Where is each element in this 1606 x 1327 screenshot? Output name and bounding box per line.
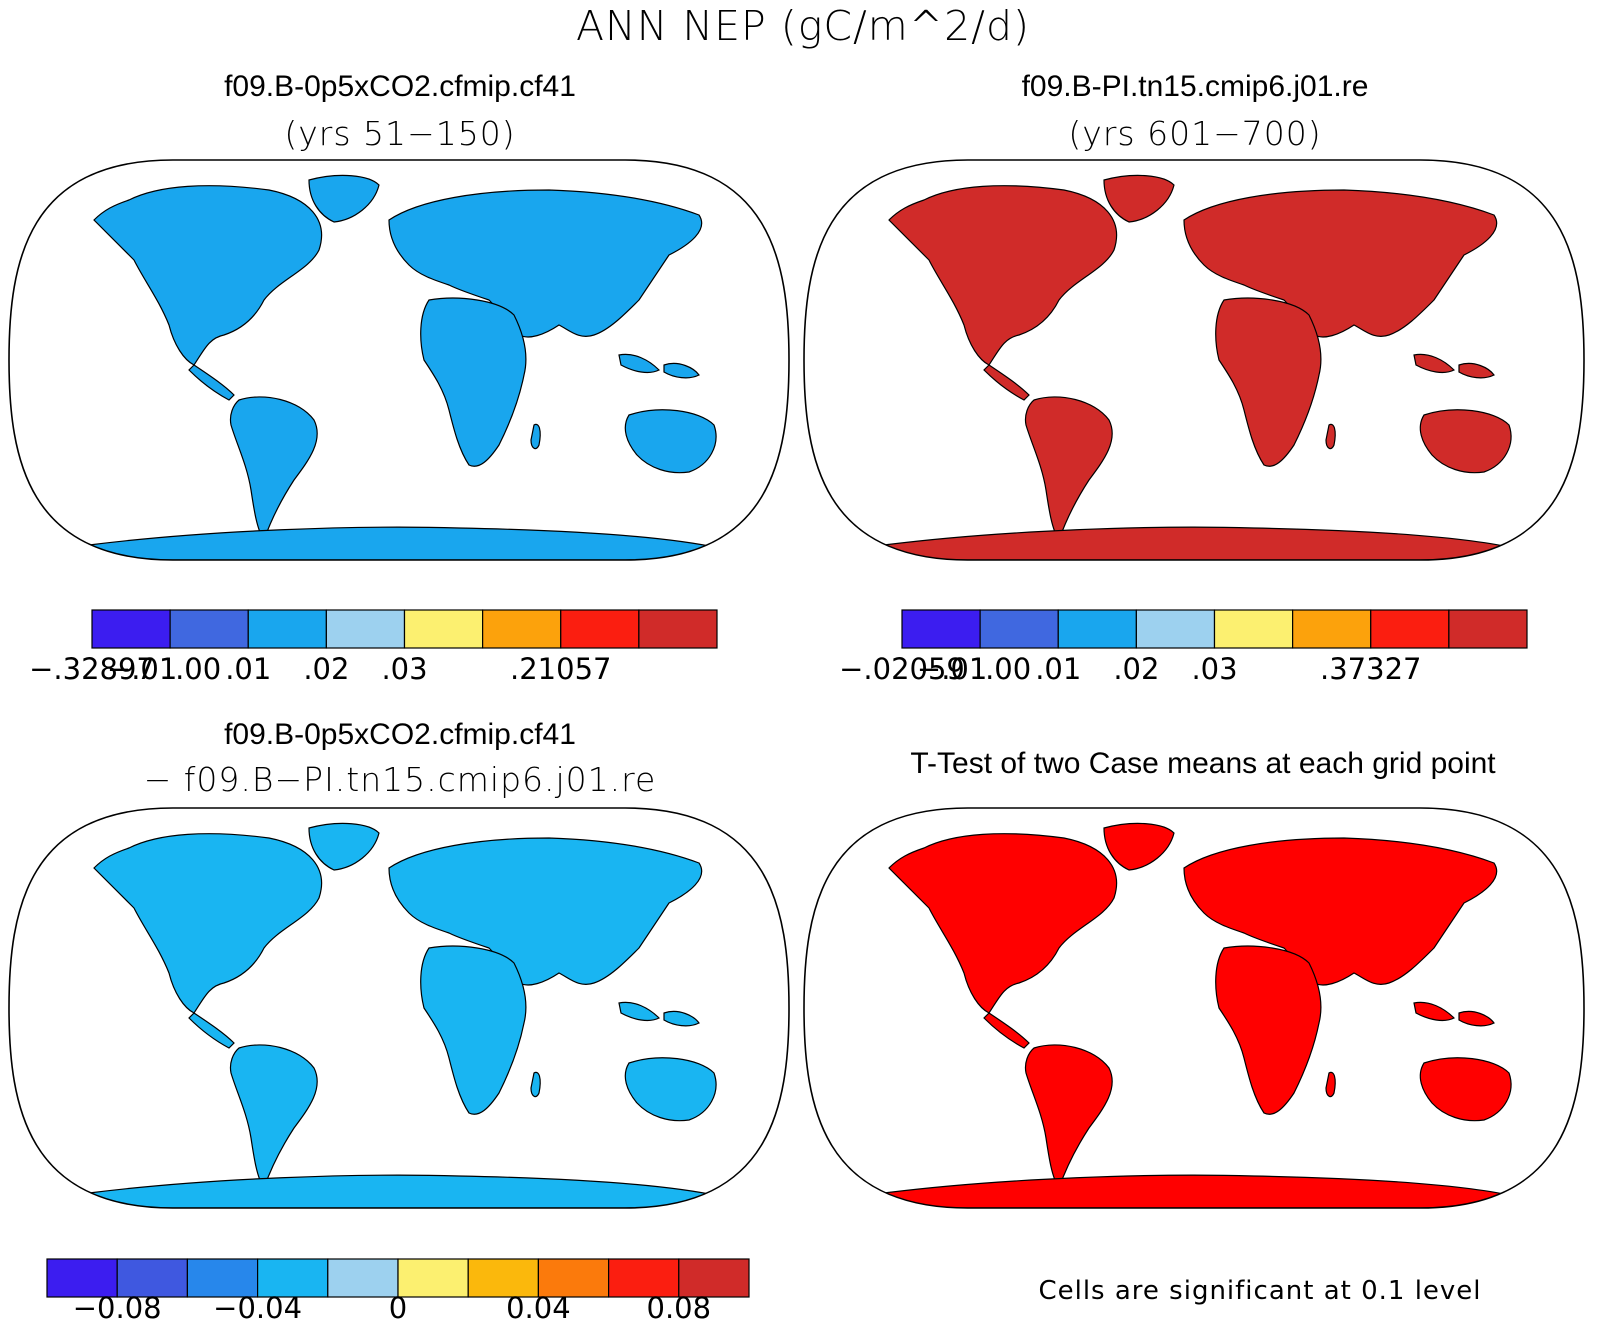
colorbar-tick-label: .02	[303, 652, 349, 686]
colorbar-tick-label: −0.08	[73, 1291, 162, 1325]
colorbar-swatch	[169, 609, 249, 649]
colorbar-tick-label: 0.04	[506, 1291, 571, 1325]
colorbar-swatch	[325, 609, 406, 649]
colorbar-swatch	[1370, 609, 1450, 649]
colorbar-tick-label: .01	[1035, 652, 1081, 686]
colorbar-tick-label: .00	[985, 652, 1031, 686]
panel-diff-subtitle: − f09.B−PI.tn15.cmip6.j01.re	[143, 760, 657, 799]
colorbar-swatch	[467, 1258, 540, 1298]
colorbar-tick-label: .21057	[510, 652, 611, 686]
colorbar-swatch	[1135, 609, 1216, 649]
colorbar-swatch	[186, 1258, 259, 1298]
colorbar-swatch	[397, 1258, 469, 1298]
colorbar-swatch	[116, 1258, 188, 1298]
colorbar-tick-label: 0	[389, 1291, 407, 1325]
colorbar-tick-label: .03	[1191, 652, 1237, 686]
colorbar-swatch	[1057, 609, 1137, 649]
colorbar-swatch	[91, 609, 171, 649]
colorbar-swatch	[678, 1258, 750, 1298]
colorbar-case1: −.32897−.01.00.01 .02 .03 .21057	[29, 609, 718, 686]
figure-title: ANN NEP (gC/m^2/d)	[575, 2, 1030, 50]
colorbar-swatch	[327, 1258, 399, 1298]
map-case2	[803, 159, 1585, 561]
colorbar-swatch	[482, 609, 562, 649]
map-diff	[8, 807, 790, 1209]
colorbar-tick-label: −.01	[917, 652, 987, 686]
colorbar-swatch	[979, 609, 1059, 649]
colorbar-swatch	[1292, 609, 1372, 649]
colorbar-swatch	[560, 609, 640, 649]
colorbar-tick-label: .03	[381, 652, 427, 686]
panel-ttest-title: T-Test of two Case means at each grid po…	[910, 747, 1496, 780]
panel-case2-title: f09.B-PI.tn15.cmip6.j01.re	[1021, 70, 1369, 103]
colorbar-tick-label: −0.04	[213, 1291, 302, 1325]
colorbar-diff: −0.08 −0.04 0 0.04 0.08	[46, 1258, 750, 1325]
colorbar-tick-label: .00	[175, 652, 221, 686]
colorbar-swatch	[46, 1258, 118, 1298]
colorbar-swatch	[607, 1258, 680, 1298]
colorbar-swatch	[247, 609, 327, 649]
colorbar-swatch	[403, 609, 484, 649]
colorbar-tick-label: .02	[1113, 652, 1159, 686]
colorbar-tick-label: .37327	[1320, 652, 1421, 686]
colorbar-swatch	[638, 609, 718, 649]
map-frame	[803, 159, 1585, 561]
map-ttest	[803, 807, 1585, 1209]
colorbar-swatch	[901, 609, 981, 649]
colorbar-swatch	[1448, 609, 1528, 649]
panel-diff-title: f09.B-0p5xCO2.cfmip.cf41	[224, 718, 576, 751]
significance-note: Cells are significant at 0.1 level	[1038, 1276, 1482, 1306]
map-frame	[8, 159, 790, 561]
panel-case1-subtitle: (yrs 51−150)	[284, 114, 516, 153]
colorbar-case2: −.02059−.01.00.01 .02 .03 .37327	[839, 609, 1528, 686]
colorbar-tick-label: 0.08	[647, 1291, 712, 1325]
map-case1	[8, 159, 790, 561]
panel-case2-subtitle: (yrs 601−700)	[1068, 114, 1322, 153]
map-frame	[8, 807, 790, 1209]
colorbar-tick-label: −.01	[107, 652, 177, 686]
colorbar-tick-label: .01	[225, 652, 271, 686]
panel-case1-title: f09.B-0p5xCO2.cfmip.cf41	[224, 70, 576, 103]
map-frame	[803, 807, 1585, 1209]
colorbar-tick-label: −.32897	[29, 652, 155, 686]
colorbar-tick-label: −.02059	[839, 652, 965, 686]
colorbar-swatch	[1213, 609, 1294, 649]
